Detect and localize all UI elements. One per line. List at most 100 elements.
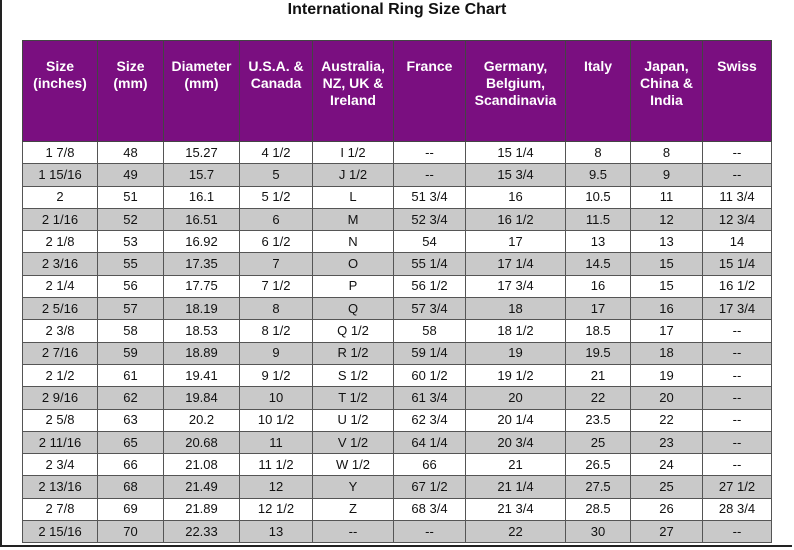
table-row: 2 9/16 62 19.84 10 T 1/2 61 3/4 20 22 20 --	[22, 386, 772, 410]
table-cell: 6 1/2	[239, 230, 313, 254]
table-cell: 19.5	[565, 341, 631, 365]
table-cell: 20 3/4	[465, 430, 566, 455]
column-header: Germany, Belgium, Scandinavia	[465, 40, 566, 142]
table-cell: J 1/2	[312, 163, 394, 187]
column-header: Japan, China & India	[630, 40, 703, 142]
table-cell: N	[312, 230, 394, 254]
table-cell: 2 5/16	[22, 297, 98, 321]
table-cell: 20 1/4	[465, 408, 566, 432]
table-cell: 10 1/2	[239, 408, 313, 432]
table-row: 2 15/16 70 22.33 13 -- -- 22 30 27 --	[22, 520, 772, 544]
table-cell: 17 3/4	[465, 274, 566, 299]
table-cell: 24	[630, 453, 703, 477]
column-header: Italy	[565, 40, 631, 142]
title: International Ring Size Chart	[287, 1, 507, 18]
table-cell: 4 1/2	[239, 140, 313, 165]
table-cell: 21.08	[163, 453, 240, 477]
table-cell: R 1/2	[312, 341, 394, 365]
table-cell: 9 1/2	[239, 363, 313, 388]
table-cell: 18.53	[163, 319, 240, 343]
column-header: Diameter (mm)	[163, 40, 240, 142]
table-cell: 15 1/4	[465, 140, 566, 165]
table-cell: 2 1/16	[22, 207, 98, 232]
table-cell: 18.89	[163, 341, 240, 365]
table-row: 1 15/16 49 15.7 5 J 1/2 -- 15 3/4 9.5 9 --	[22, 163, 772, 187]
table-cell: I 1/2	[312, 140, 394, 165]
table-cell: 2 9/16	[22, 386, 98, 410]
table-cell: 20	[465, 386, 566, 410]
table-cell: 21	[465, 453, 566, 477]
table-cell: --	[702, 520, 772, 544]
table-cell: 20.68	[163, 430, 240, 455]
table-cell: 48	[97, 140, 164, 165]
table-cell: 19 1/2	[465, 363, 566, 388]
table-row: 2 3/8 58 18.53 8 1/2 Q 1/2 58 18 1/2 18.5 17 --	[22, 319, 772, 343]
table-cell: 27 1/2	[702, 475, 772, 499]
table-cell: 17.35	[163, 252, 240, 276]
table-cell: 8	[565, 140, 631, 165]
table-cell: T 1/2	[312, 386, 394, 410]
table-cell: 56 1/2	[393, 274, 466, 299]
table-cell: 22	[565, 386, 631, 410]
table-cell: 21.49	[163, 475, 240, 499]
table-cell: 26	[630, 497, 703, 522]
table-cell: 27.5	[565, 475, 631, 499]
table-cell: 20.2	[163, 408, 240, 432]
table-cell: 59 1/4	[393, 341, 466, 365]
table-cell: 15 1/4	[702, 252, 772, 276]
table-body: 1 7/8 48 15.27 4 1/2 I 1/2 -- 15 1/4 8 8 -- 1 15/1…	[22, 140, 772, 544]
table-cell: L	[312, 185, 394, 209]
table-cell: --	[702, 386, 772, 410]
table-cell: 62 3/4	[393, 408, 466, 432]
table-cell: 2 3/16	[22, 252, 98, 276]
table-cell: 30	[565, 520, 631, 544]
table-cell: V 1/2	[312, 430, 394, 455]
table-cell: 21.89	[163, 497, 240, 522]
table-cell: 64 1/4	[393, 430, 466, 455]
table-cell: 2 3/8	[22, 319, 98, 343]
table-cell: 61 3/4	[393, 386, 466, 410]
table-cell: 13	[630, 230, 703, 254]
table-cell: 13	[239, 520, 313, 544]
table-cell: --	[702, 408, 772, 432]
table-cell: O	[312, 252, 394, 276]
table-cell: 21 3/4	[465, 497, 566, 522]
table-cell: 16	[465, 185, 566, 209]
table-row: 2 1/4 56 17.75 7 1/2 P 56 1/2 17 3/4 16 15 16 1/2	[22, 274, 772, 299]
table-cell: 52 3/4	[393, 207, 466, 232]
table-cell: 16.92	[163, 230, 240, 254]
column-header: Size (inches)	[22, 40, 98, 142]
table-row: 2 7/8 69 21.89 12 1/2 Z 68 3/4 21 3/4 28.5 26 28 …	[22, 497, 772, 522]
table-cell: Y	[312, 475, 394, 499]
table-cell: 8	[239, 297, 313, 321]
table-cell: 11 1/2	[239, 453, 313, 477]
table-cell: 20	[630, 386, 703, 410]
column-header: France	[393, 40, 466, 142]
table-cell: 23.5	[565, 408, 631, 432]
table-cell: 11.5	[565, 207, 631, 232]
table-cell: 63	[97, 408, 164, 432]
table-cell: 62	[97, 386, 164, 410]
table-cell: 5 1/2	[239, 185, 313, 209]
table-cell: 18.5	[565, 319, 631, 343]
table-cell: --	[702, 453, 772, 477]
table-cell: 7 1/2	[239, 274, 313, 299]
table-cell: 2 1/8	[22, 230, 98, 254]
table-cell: 11	[239, 430, 313, 455]
table-cell: Q 1/2	[312, 319, 394, 343]
table-cell: 21 1/4	[465, 475, 566, 499]
table-row: 2 1/8 53 16.92 6 1/2 N 54 17 13 13 14	[22, 230, 772, 254]
table-cell: 12 3/4	[702, 207, 772, 232]
table-cell: S 1/2	[312, 363, 394, 388]
table-cell: --	[702, 140, 772, 165]
table-row: 2 11/16 65 20.68 11 V 1/2 64 1/4 20 3/4 25 23 --	[22, 430, 772, 455]
table-row: 2 5/8 63 20.2 10 1/2 U 1/2 62 3/4 20 1/4 23.5 22…	[22, 408, 772, 432]
table-cell: 68 3/4	[393, 497, 466, 522]
table-cell: 66	[393, 453, 466, 477]
table-cell: 69	[97, 497, 164, 522]
table-cell: --	[702, 363, 772, 388]
table-cell: 65	[97, 430, 164, 455]
table-cell: 11 3/4	[702, 185, 772, 209]
table-cell: M	[312, 207, 394, 232]
